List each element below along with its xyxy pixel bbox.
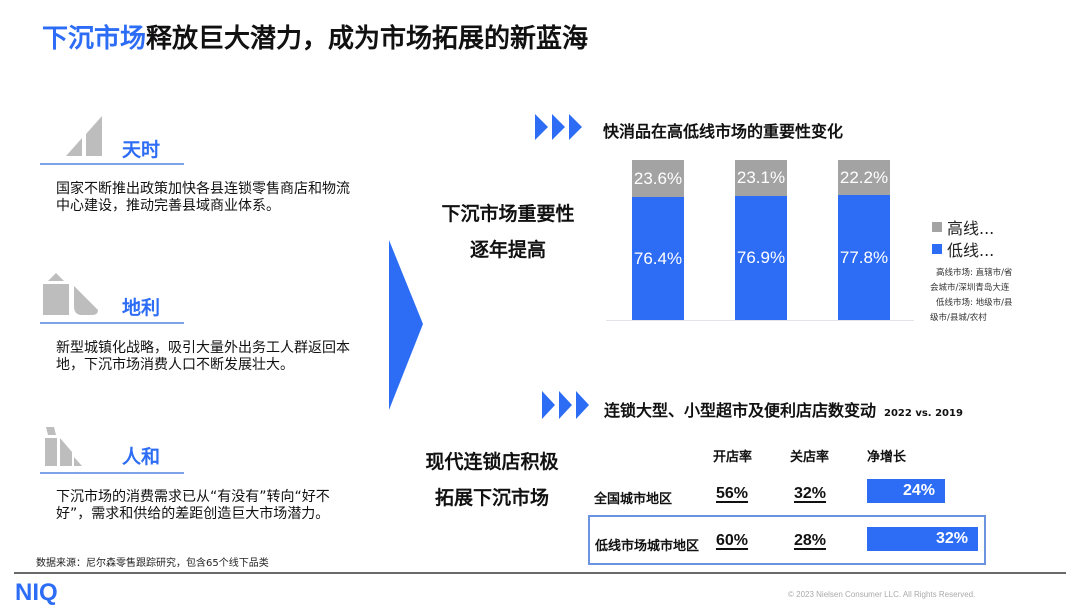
- stacked-bar-3: 22.2% 77.8%: [838, 160, 890, 320]
- chart-legend: 高线... 低线...: [932, 216, 994, 260]
- pillar-body-renhe: 下沉市场的消费需求已从“有没有”转向“好不好”，需求和供给的差距创造巨大市场潜力…: [56, 489, 330, 522]
- bar-segment-high: 23.1%: [735, 160, 787, 196]
- column-header-open-rate: 开店率: [713, 450, 753, 465]
- open-rate-national: 56%: [716, 485, 749, 502]
- open-rate-lowtier: 60%: [716, 532, 749, 549]
- legend-item-low: 低线...: [932, 238, 994, 260]
- signal-bars-icon: [66, 116, 102, 156]
- importance-callout-line1: 下沉市场重要性: [441, 203, 575, 225]
- section2-title: 连锁大型、小型超市及便利店店数变动 2022 vs. 2019: [604, 397, 963, 421]
- legend-note-line: 高线市场: 直辖市/省: [936, 268, 1013, 278]
- pillar-body-tianshi: 国家不断推出政策加快各县连锁零售商店和物流中心建设，推动完善县域商业体系。: [56, 181, 350, 214]
- pillar-divider: [40, 472, 184, 474]
- bar-segment-low: 76.9%: [735, 196, 787, 320]
- section2-subtitle: 2022 vs. 2019: [884, 408, 963, 419]
- row-label-lowtier: 低线市场城市地区: [595, 539, 700, 554]
- row-label-national: 全国城市地区: [594, 492, 673, 507]
- copyright-text: © 2023 Nielsen Consumer LLC. All Rights …: [788, 590, 976, 599]
- legend-note-line: 会城市/深圳青岛大连: [930, 283, 1010, 293]
- pillar-divider: [40, 322, 184, 324]
- close-rate-national: 32%: [794, 485, 827, 502]
- pillar-title-dili: 地利: [122, 297, 161, 319]
- page-title-highlight: 下沉市场: [42, 24, 147, 54]
- stacked-bar-2: 23.1% 76.9%: [735, 160, 787, 320]
- chain-callout-line1: 现代连锁店积极: [425, 451, 559, 473]
- importance-callout-line2: 逐年提高: [469, 239, 546, 261]
- bar-segment-low: 77.8%: [838, 195, 890, 320]
- pillar-divider: [40, 163, 184, 165]
- niq-logo: NIQ: [15, 579, 58, 606]
- page-title-rest: 释放巨大潜力，成为市场拓展的新蓝海: [146, 24, 589, 54]
- section2-title-text: 连锁大型、小型超市及便利店店数变动: [604, 401, 877, 420]
- shapes-icon: [43, 273, 98, 315]
- legend-note-line: 级市/县城/农村: [930, 313, 987, 323]
- people-shapes-icon: [45, 427, 82, 466]
- data-source-note: 数据来源：尼尔森零售跟踪研究，包含65个线下品类: [36, 558, 269, 569]
- net-growth-bar-lowtier: 32%: [867, 527, 978, 551]
- column-header-close-rate: 关店率: [790, 450, 830, 465]
- legend-item-high: 高线...: [932, 216, 994, 238]
- bar-segment-high: 22.2%: [838, 160, 890, 195]
- legend-note-line: 低线市场: 地级市/县: [936, 298, 1013, 308]
- net-growth-bar-national: 24%: [867, 479, 945, 503]
- legend-swatch-gray: [932, 222, 942, 232]
- footer-divider: [14, 572, 1066, 574]
- column-header-net-growth: 净增长: [867, 450, 907, 465]
- legend-swatch-blue: [932, 244, 942, 254]
- legend-label-low: 低线...: [947, 241, 995, 260]
- pillar-title-renhe: 人和: [122, 446, 161, 468]
- bar-segment-low: 76.4%: [632, 197, 684, 320]
- pillar-body-dili: 新型城镇化战略，吸引大量外出务工人群返回本地，下沉市场消费人口不断发展壮大。: [56, 340, 350, 373]
- legend-note: 高线市场: 直辖市/省 会城市/深圳青岛大连 低线市场: 地级市/县 级市/县城…: [930, 266, 1020, 326]
- chart-baseline: [606, 320, 914, 321]
- triple-chevron-icon: [535, 114, 582, 140]
- large-arrow-right-icon: [389, 240, 423, 410]
- legend-label-high: 高线...: [947, 219, 995, 238]
- stacked-bar-1: 23.6% 76.4%: [632, 160, 684, 320]
- section1-title: 快消品在高低线市场的重要性变化: [603, 122, 844, 141]
- importance-callout: 下沉市场重要性 逐年提高: [425, 196, 591, 268]
- bar-segment-high: 23.6%: [632, 160, 684, 197]
- chain-callout-line2: 拓展下沉市场: [434, 487, 549, 509]
- close-rate-lowtier: 28%: [794, 532, 827, 549]
- chain-callout: 现代连锁店积极 拓展下沉市场: [412, 444, 572, 516]
- page-title: 下沉市场释放巨大潜力，成为市场拓展的新蓝海: [42, 18, 588, 55]
- pillar-title-tianshi: 天时: [122, 139, 161, 161]
- triple-chevron-icon: [542, 391, 589, 419]
- highlight-box-lowtier: [588, 515, 986, 565]
